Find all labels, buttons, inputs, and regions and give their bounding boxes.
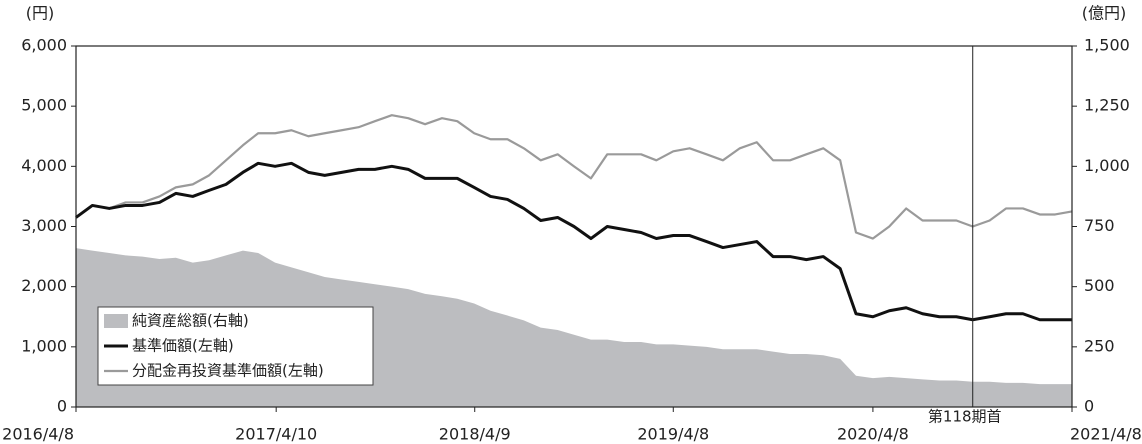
y2-tick-label: 1,000 [1084,156,1130,175]
legend: 純資産総額(右軸) 基準価額(左軸) 分配金再投資基準価額(左軸) [97,306,374,386]
legend-swatch [104,314,128,328]
y-tick-label: 1,000 [21,336,67,355]
legend-label: 純資産総額(右軸) [132,312,249,330]
y-tick-label: 5,000 [21,96,67,115]
y-axis-label: (円) [26,4,55,23]
x-tick-label: 2016/4/8 [2,425,74,444]
legend-label: 基準価額(左軸) [132,337,234,355]
y-tick-label: 6,000 [21,36,67,55]
y2-axis-label: (億円) [1082,4,1127,23]
y2-tick-label: 1,500 [1084,36,1130,55]
y-tick-label: 3,000 [21,216,67,235]
y-tick-label: 2,000 [21,276,67,295]
x-tick-label: 2017/4/10 [235,425,317,444]
x-tick-label: 2019/4/8 [637,425,709,444]
marker-label: 第118期首 [928,408,1002,426]
y-tick-label: 4,000 [21,156,67,175]
y2-tick-label: 500 [1084,276,1115,295]
line [75,114,1073,240]
x-tick-label: 2018/4/9 [439,425,511,444]
y2-tick-label: 250 [1084,336,1115,355]
line [75,161,1072,322]
y2-tick-label: 0 [1084,397,1094,416]
x-tick-label: 2020/4/8 [837,425,909,444]
y-tick-label: 0 [57,397,67,416]
x-tick-label: 2021/4/8 [1070,425,1142,444]
y2-tick-label: 750 [1084,216,1115,235]
legend-label: 分配金再投資基準価額(左軸) [132,362,324,380]
y2-tick-label: 1,250 [1084,96,1130,115]
legend-box [97,306,374,386]
